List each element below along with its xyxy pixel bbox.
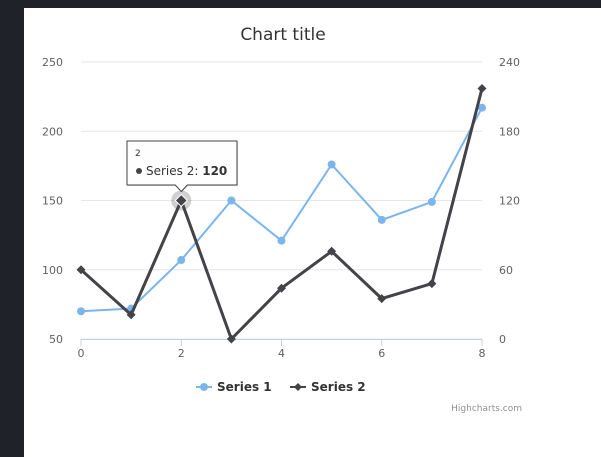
data-point[interactable] (77, 307, 85, 316)
series-line (79, 88, 484, 341)
data-point[interactable] (427, 279, 437, 289)
series-group (76, 84, 487, 344)
y-right-tick-label: 180 (499, 125, 520, 138)
x-tick-label: 8 (479, 347, 486, 360)
tooltip-value: 120 (202, 164, 227, 178)
tooltip-series-marker (136, 168, 142, 174)
data-point[interactable] (327, 246, 337, 256)
y-right-tick-label: 120 (499, 195, 520, 208)
data-point[interactable] (227, 196, 236, 205)
y-left-tick-label: 50 (49, 333, 63, 346)
legend-label: Series 2 (311, 380, 366, 394)
data-point[interactable] (477, 84, 487, 94)
series-1 (77, 103, 486, 316)
data-point[interactable] (377, 294, 387, 304)
legend-marker (200, 383, 208, 391)
chart-svg: Chart title 50 100 150 200 250 0 60 120 180 240 0 2… (42, 25, 522, 414)
data-point[interactable] (277, 283, 286, 293)
series-2 (76, 84, 487, 344)
y-right-tick-label: 240 (499, 56, 520, 69)
y-left-tick-label: 150 (42, 195, 63, 208)
data-point[interactable] (76, 265, 86, 275)
y-left-tick-label: 200 (42, 125, 63, 138)
y-left-tick-label: 250 (42, 56, 63, 69)
tooltip-body: Series 2: 120 (146, 164, 227, 178)
tooltip: 2 Series 2: 120 (126, 140, 238, 193)
legend-marker (294, 383, 302, 391)
data-point[interactable] (177, 256, 186, 265)
x-tick-label: 4 (278, 347, 285, 360)
data-point[interactable] (377, 215, 386, 224)
legend-label: Series 1 (217, 380, 272, 394)
data-point[interactable] (277, 236, 286, 245)
x-tick-label: 6 (378, 347, 385, 360)
legend-item-series-2[interactable]: Series 2 (290, 380, 366, 394)
x-tick-label: 0 (78, 347, 85, 360)
data-point[interactable] (478, 103, 486, 112)
data-point[interactable] (327, 160, 336, 169)
tooltip-series-label: Series 2: (146, 164, 202, 178)
axes: 50 100 150 200 250 0 60 120 180 240 0 2 4 6 8 (42, 56, 520, 360)
x-tick-label: 2 (178, 347, 185, 360)
tooltip-header: 2 (135, 149, 141, 159)
legend-item-series-1[interactable]: Series 1 (196, 380, 272, 394)
tooltip-box (126, 140, 238, 193)
y-left-tick-label: 100 (42, 264, 63, 277)
legend: Series 1 Series 2 (196, 380, 366, 394)
left-background-strip (0, 0, 24, 457)
top-background-strip (0, 0, 601, 8)
data-point[interactable] (226, 334, 236, 344)
data-point[interactable] (174, 193, 188, 208)
y-right-tick-label: 0 (499, 333, 506, 346)
series-line (80, 107, 483, 313)
y-right-tick-label: 60 (499, 264, 513, 277)
data-point[interactable] (126, 310, 136, 320)
credits-link[interactable]: Highcharts.com (451, 404, 522, 414)
chart-container: Chart title 50 100 150 200 250 0 60 120 180 240 0 2… (24, 8, 601, 457)
data-point[interactable] (427, 197, 436, 206)
chart-title: Chart title (240, 25, 325, 45)
